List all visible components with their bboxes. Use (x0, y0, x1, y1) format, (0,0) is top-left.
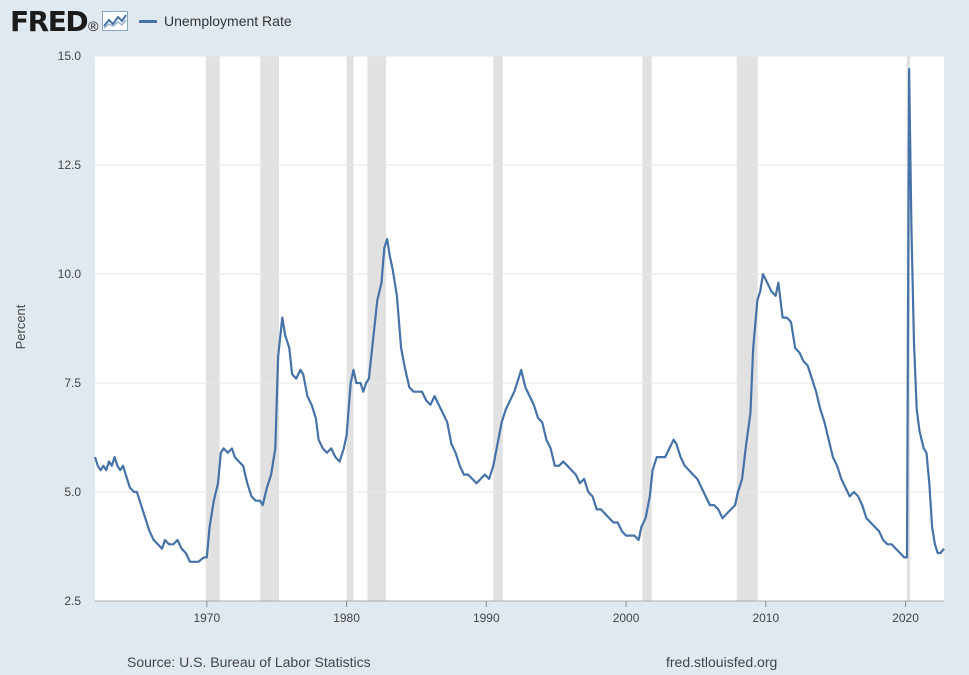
logo-registered-mark: ® (88, 18, 99, 34)
chart[interactable]: 2.5 5.0 7.5 10.0 12.5 15.0 1970 1980 1990 2000 201… (0, 0, 969, 650)
y-tick-label: 15.0 (58, 49, 82, 63)
x-tick-label: 1980 (333, 611, 360, 625)
x-tick-label: 2010 (752, 611, 779, 625)
recession-band (493, 56, 503, 601)
recession-band (367, 56, 387, 601)
x-tick-label: 2020 (892, 611, 919, 625)
source-url[interactable]: fred.stlouisfed.org (666, 654, 778, 670)
y-tick-label: 7.5 (64, 376, 81, 390)
recession-band (642, 56, 652, 601)
series (93, 68, 945, 563)
header: FRED ® Unemployment Rate (0, 0, 969, 50)
chart-icon (102, 11, 129, 31)
y-tick-label: 10.0 (58, 267, 82, 281)
gridlines (95, 55, 944, 602)
fred-logo[interactable]: FRED ® (10, 4, 129, 38)
y-axis-label: Percent (13, 304, 28, 349)
x-tick-label: 1990 (473, 611, 500, 625)
x-tick-label: 2000 (613, 611, 640, 625)
recession-band (260, 56, 280, 601)
legend-swatch (139, 19, 157, 23)
axes: 2.5 5.0 7.5 10.0 12.5 15.0 1970 1980 1990 2000 201… (58, 49, 944, 625)
x-tick-label: 1970 (193, 611, 220, 625)
recession-band (736, 56, 758, 601)
legend-item[interactable]: Unemployment Rate (139, 13, 292, 29)
y-tick-label: 5.0 (64, 485, 81, 499)
legend-label: Unemployment Rate (164, 13, 292, 29)
source-note: Source: U.S. Bureau of Labor Statistics (127, 654, 371, 670)
logo-text: FRED (10, 4, 89, 38)
series-line-unemployment-rate[interactable] (93, 68, 945, 563)
recession-band (205, 56, 220, 601)
recession-band (346, 56, 354, 601)
y-tick-label: 2.5 (64, 594, 81, 608)
plot-area (95, 56, 944, 601)
y-tick-label: 12.5 (58, 158, 82, 172)
